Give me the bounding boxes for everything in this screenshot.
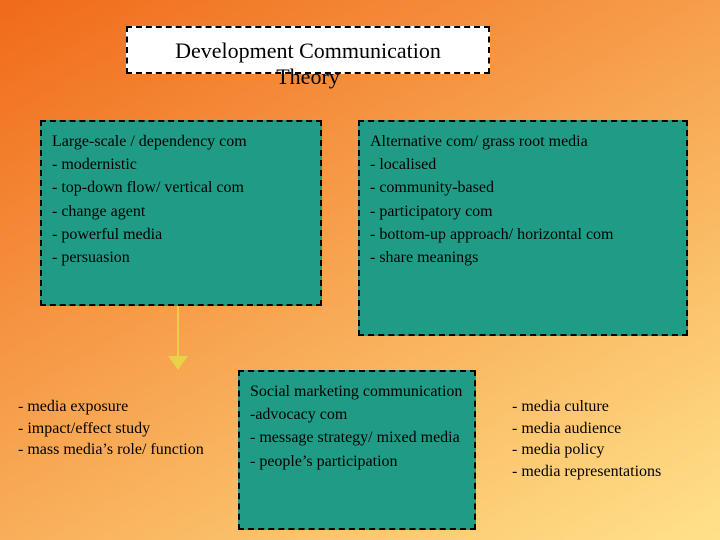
list-item: - media policy bbox=[512, 439, 712, 461]
bottom-center-items: -advocacy com - message strategy/ mixed … bbox=[250, 403, 464, 473]
list-item: - message strategy/ mixed media bbox=[250, 426, 464, 449]
arrow-down-head-icon bbox=[168, 356, 188, 370]
list-item: - powerful media bbox=[52, 223, 310, 246]
list-item: - people’s participation bbox=[250, 450, 464, 473]
list-item: -advocacy com bbox=[250, 403, 464, 426]
list-item: - bottom-up approach/ horizontal com bbox=[370, 223, 676, 246]
right-panel: Alternative com/ grass root media - loca… bbox=[358, 120, 688, 336]
title-box: Development Communication Theory bbox=[126, 26, 490, 74]
list-item: - top-down flow/ vertical com bbox=[52, 176, 310, 199]
list-item: - media culture bbox=[512, 396, 712, 418]
list-item: - share meanings bbox=[370, 246, 676, 269]
list-item: - mass media’s role/ function bbox=[18, 439, 218, 461]
left-panel: Large-scale / dependency com - modernist… bbox=[40, 120, 322, 306]
list-item: - localised bbox=[370, 153, 676, 176]
list-item: - change agent bbox=[52, 200, 310, 223]
right-panel-items: - localised- community-based- participat… bbox=[370, 153, 676, 269]
list-item: - persuasion bbox=[52, 246, 310, 269]
right-panel-heading: Alternative com/ grass root media bbox=[370, 130, 676, 153]
bottom-center-heading: Social marketing communication bbox=[250, 380, 464, 403]
title-text: Development Communication Theory bbox=[175, 38, 441, 89]
bottom-left-box: - media exposure- impact/effect study- m… bbox=[18, 396, 218, 461]
list-item: - media representations bbox=[512, 461, 712, 483]
list-item: - media audience bbox=[512, 418, 712, 440]
list-item: - media exposure bbox=[18, 396, 218, 418]
left-panel-heading: Large-scale / dependency com bbox=[52, 130, 310, 153]
arrow-down-icon bbox=[177, 306, 179, 356]
bottom-center-panel: Social marketing communication -advocacy… bbox=[238, 370, 476, 530]
slide-content: Development Communication Theory Large-s… bbox=[0, 0, 720, 540]
list-item: - community-based bbox=[370, 176, 676, 199]
list-item: - modernistic bbox=[52, 153, 310, 176]
list-item: - impact/effect study bbox=[18, 418, 218, 440]
list-item: - participatory com bbox=[370, 200, 676, 223]
bottom-right-box: - media culture- media audience- media p… bbox=[512, 396, 712, 482]
left-panel-items: - modernistic- top-down flow/ vertical c… bbox=[52, 153, 310, 269]
